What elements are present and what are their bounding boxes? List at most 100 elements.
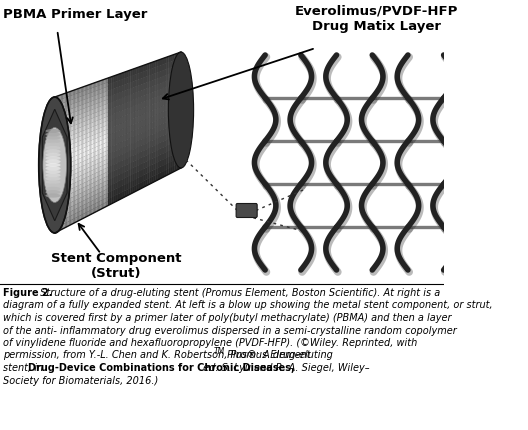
Polygon shape (107, 104, 108, 108)
Polygon shape (74, 200, 76, 205)
Polygon shape (179, 81, 181, 88)
Polygon shape (135, 129, 137, 136)
Polygon shape (71, 122, 72, 127)
Polygon shape (145, 76, 147, 83)
Polygon shape (99, 100, 101, 107)
Polygon shape (160, 154, 162, 161)
Polygon shape (101, 97, 102, 102)
Polygon shape (101, 125, 103, 132)
Polygon shape (158, 83, 160, 90)
Polygon shape (58, 132, 59, 137)
Polygon shape (92, 147, 95, 155)
Polygon shape (111, 165, 114, 172)
Polygon shape (90, 88, 92, 93)
Polygon shape (128, 107, 130, 114)
Polygon shape (64, 160, 65, 166)
Polygon shape (152, 122, 154, 129)
Polygon shape (74, 123, 76, 130)
Polygon shape (105, 91, 107, 96)
Polygon shape (149, 105, 152, 112)
Polygon shape (84, 125, 86, 132)
Polygon shape (77, 181, 79, 186)
Polygon shape (175, 147, 177, 154)
Polygon shape (82, 205, 84, 210)
Polygon shape (89, 123, 90, 128)
Polygon shape (86, 98, 88, 105)
Polygon shape (59, 144, 60, 150)
Polygon shape (84, 158, 86, 165)
Polygon shape (76, 195, 77, 200)
Polygon shape (56, 205, 58, 210)
Polygon shape (173, 95, 175, 102)
Polygon shape (90, 83, 92, 91)
Polygon shape (120, 186, 122, 193)
Polygon shape (134, 68, 135, 192)
Polygon shape (88, 185, 89, 190)
Polygon shape (89, 175, 90, 181)
Polygon shape (77, 150, 79, 155)
Polygon shape (101, 144, 103, 151)
Polygon shape (71, 211, 72, 216)
Polygon shape (100, 179, 101, 184)
Polygon shape (89, 193, 90, 198)
Polygon shape (76, 208, 78, 215)
Polygon shape (166, 151, 168, 158)
Polygon shape (64, 192, 65, 197)
Polygon shape (179, 150, 181, 157)
Polygon shape (77, 168, 79, 173)
Polygon shape (61, 135, 63, 140)
Polygon shape (107, 173, 109, 180)
Polygon shape (168, 126, 171, 133)
Polygon shape (86, 176, 88, 184)
Polygon shape (99, 81, 100, 210)
Polygon shape (84, 86, 86, 93)
Polygon shape (88, 176, 89, 181)
Polygon shape (59, 162, 61, 170)
Polygon shape (86, 163, 88, 171)
Polygon shape (81, 214, 82, 219)
Polygon shape (67, 222, 68, 227)
Polygon shape (139, 79, 141, 86)
Polygon shape (103, 79, 105, 86)
Polygon shape (63, 100, 65, 108)
Polygon shape (56, 146, 58, 151)
Polygon shape (68, 208, 69, 213)
Polygon shape (105, 123, 107, 130)
Polygon shape (141, 169, 143, 176)
Polygon shape (114, 176, 116, 184)
Polygon shape (124, 146, 126, 154)
Polygon shape (65, 205, 67, 210)
Polygon shape (82, 122, 84, 126)
Polygon shape (79, 145, 80, 150)
Polygon shape (97, 152, 99, 160)
Polygon shape (105, 104, 107, 109)
Polygon shape (95, 172, 97, 180)
Polygon shape (57, 184, 59, 191)
Polygon shape (78, 154, 80, 162)
Polygon shape (137, 104, 139, 111)
Polygon shape (56, 214, 58, 219)
Polygon shape (76, 181, 77, 187)
Polygon shape (105, 142, 107, 149)
Polygon shape (92, 126, 93, 132)
Polygon shape (135, 98, 137, 105)
Polygon shape (78, 174, 80, 181)
Polygon shape (130, 162, 133, 169)
Polygon shape (162, 58, 164, 178)
Polygon shape (100, 141, 101, 145)
Polygon shape (111, 177, 114, 185)
Polygon shape (152, 110, 154, 117)
Polygon shape (168, 79, 171, 86)
Polygon shape (95, 147, 96, 152)
Polygon shape (147, 124, 149, 131)
Polygon shape (69, 145, 71, 150)
Polygon shape (166, 68, 168, 75)
Polygon shape (77, 146, 79, 151)
Polygon shape (69, 92, 71, 226)
Polygon shape (92, 140, 93, 144)
Polygon shape (65, 126, 68, 134)
Polygon shape (179, 122, 181, 129)
Polygon shape (68, 119, 69, 123)
Polygon shape (78, 101, 80, 109)
Polygon shape (137, 92, 139, 98)
